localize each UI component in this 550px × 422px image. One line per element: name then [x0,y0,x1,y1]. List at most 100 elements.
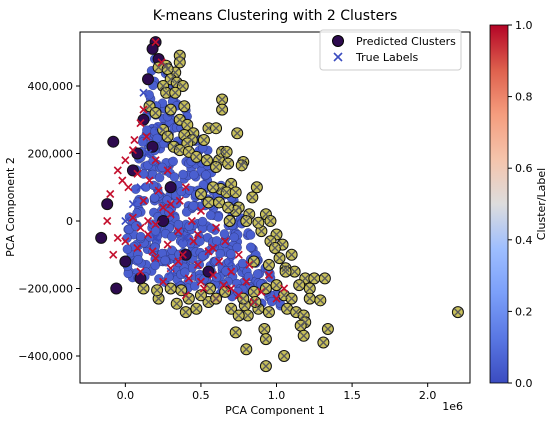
overlay-x-mark [283,304,292,313]
cloud-point [243,271,254,282]
true-label-point [280,284,289,293]
overlay-x-mark [199,136,208,144]
overlay-x-mark [292,308,301,317]
cloud-point [188,201,199,211]
cloud-point [122,244,133,254]
y-tick-label: −400,000 [18,350,73,363]
overlay-x-mark [224,159,233,168]
cloud-point [122,233,132,243]
cloud-point [190,281,200,291]
overlay-x-mark [249,287,258,296]
true-label-point [151,38,160,47]
overlay-x-mark [145,102,154,111]
true-label-point [128,146,137,155]
x-tick-label: 0.0 [117,389,135,402]
overlay-x-mark [166,75,175,84]
overlay-x-mark [162,88,171,97]
overlay-x-mark [243,311,252,320]
overlay-x-mark [212,294,221,303]
overlay-x-mark [272,281,281,290]
overlay-x-mark [204,198,213,207]
overlay-x-mark [239,294,248,303]
cloud-point [137,137,148,147]
cloud-point [232,242,242,253]
overlay-x-mark [192,152,201,161]
overlay-x-mark [159,125,168,134]
true-label-point [166,267,175,276]
true-label-point [130,135,139,145]
overlay-x-mark [154,63,163,72]
cloud-point [148,155,158,166]
overlay-x-mark [280,291,289,300]
true-label-point [221,237,230,246]
overlay-x-mark [231,188,240,197]
overlay-x-mark [319,338,328,347]
true-label-point [166,200,175,209]
predicted-cluster-point [157,215,170,227]
overlay-x-mark [224,203,233,212]
true-label-point [175,196,184,205]
overlay-x-mark [180,130,189,139]
overlay-x-mark [154,294,163,303]
true-label-point [208,270,218,280]
predicted-cluster-point [131,147,144,160]
true-label-point [215,257,224,266]
true-label-point [121,156,130,165]
true-label-point [159,203,168,212]
true-label-point [272,294,281,303]
true-label-point [151,220,160,229]
cloud-point [226,249,236,259]
overlay-x-mark [254,218,263,227]
overlay-x-mark [216,184,225,193]
cloud-point [197,216,208,227]
overlay-x-mark [209,183,217,192]
x-axis: 0.0 0.5 1.0 1.5 2.0 [117,383,436,402]
true-label-point [142,132,151,141]
overlay-x-mark [245,210,254,219]
true-label-point [189,237,198,246]
predicted-cluster-point [202,265,215,278]
cloud-point [205,210,216,220]
true-label-point [163,240,172,249]
overlay-x-mark [281,267,290,276]
overlay-x-mark [261,284,270,293]
true-label-point [181,233,190,242]
overlay-x-mark [231,328,240,337]
cloud-point [169,172,180,182]
overlay-x-mark [290,267,299,276]
colorbar-gradient [489,24,509,384]
cloud-point [180,267,190,277]
overlay-x-mark [305,294,314,303]
true-label-point [154,122,163,131]
true-label-point [163,166,172,175]
overlay-x-mark [320,274,329,283]
overlay-x-mark [166,284,175,293]
true-label-point [103,216,112,226]
x-axis-label: PCA Component 1 [225,404,325,417]
plot-area [79,31,471,384]
true-label-point [257,287,266,296]
true-label-point [106,189,115,199]
true-label-point [227,284,236,293]
true-label-point [124,183,133,192]
cloud-point [184,221,194,231]
colorbar-label: Cluster/Label [535,168,548,240]
overlay-x-mark [139,284,148,293]
true-label-point [143,216,153,226]
true-label-point [234,250,243,259]
y-tick-label: −200,000 [18,283,73,296]
predicted-cluster-point [126,164,139,177]
true-label-point [113,233,122,242]
overlay-x-mark [222,188,231,197]
overlay-x-mark [192,304,201,313]
overlay-x-mark [203,156,211,165]
predicted-cluster-point [119,255,132,268]
overlay-x-mark [272,230,281,239]
overlay-x-mark [453,308,462,317]
cloud-point [160,255,170,266]
true-label-point [109,250,118,259]
predicted-cluster-point [142,73,155,86]
true-label-point [128,213,137,222]
y-axis: −400,000 −200,000 0 200,000 400,000 [18,80,80,363]
